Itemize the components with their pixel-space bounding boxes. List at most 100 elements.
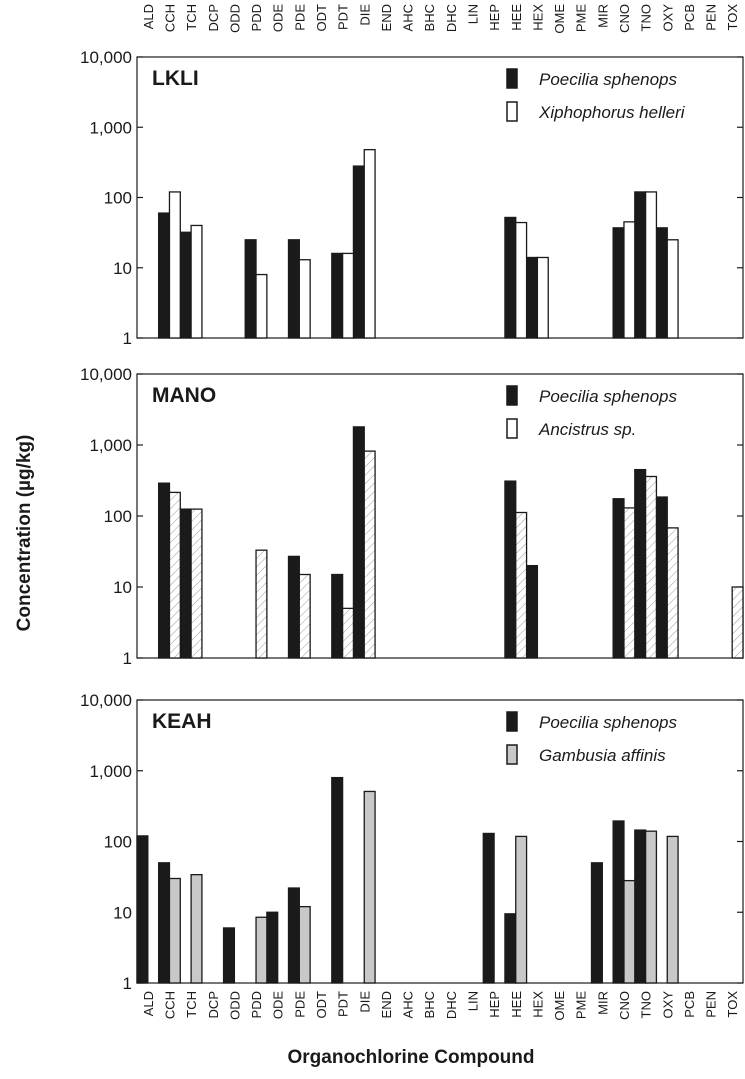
legend-swatch — [506, 418, 518, 439]
y-tick-label: 1 — [123, 329, 132, 348]
x-tick-label-top: CNO — [617, 4, 632, 33]
legend-label: Poecilia sphenops — [539, 387, 677, 406]
bar-poecilia-sphenops-odd — [222, 927, 236, 984]
bar-gambusia-affinis-pde — [298, 905, 311, 984]
x-tick-label-top: AHC — [401, 4, 416, 31]
bar-poecilia-sphenops-cno — [612, 820, 625, 984]
x-tick-label: TCH — [184, 991, 199, 1018]
y-tick-label: 100 — [104, 833, 132, 852]
x-tick-label: CCH — [162, 991, 177, 1019]
bar-poecilia-sphenops-oxy — [655, 227, 668, 339]
bar-poecilia-sphenops-die — [352, 426, 365, 659]
bar-xiphophorus-helleri-hee — [515, 221, 528, 339]
bar-xiphophorus-helleri-tno — [644, 191, 658, 339]
bar-xiphophorus-helleri-die — [363, 148, 376, 339]
bar-xiphophorus-helleri-hex — [536, 256, 549, 339]
y-tick-label: 10 — [113, 259, 132, 278]
bar-poecilia-sphenops-hex — [525, 256, 539, 339]
bar-xiphophorus-helleri-pde — [298, 259, 311, 339]
x-tick-label-top: LIN — [465, 4, 480, 24]
x-tick-label-top: TNO — [639, 4, 654, 31]
x-tick-label-top: DCP — [206, 4, 221, 31]
y-tick-label: 1 — [123, 649, 132, 668]
x-tick-label-top: ALD — [141, 4, 156, 29]
x-tick-label: DHC — [444, 991, 459, 1019]
bar-poecilia-sphenops-die — [352, 165, 365, 339]
x-tick-label: PDE — [292, 991, 307, 1018]
x-tick-label: HEE — [509, 991, 524, 1018]
chart-layer: 1 10 100 1,000 10,000 LKLI Poecilia sphenops Xi… — [80, 4, 744, 1021]
x-tick-label-top: PME — [574, 4, 589, 33]
x-tick-label: OXY — [660, 991, 675, 1019]
x-tick-label-top: PDD — [249, 4, 264, 31]
bar-poecilia-sphenops-cch — [157, 212, 171, 339]
y-tick-label: 10,000 — [80, 691, 132, 710]
x-tick-label: TOX — [725, 991, 740, 1018]
bar-poecilia-sphenops-hep — [482, 832, 495, 984]
bar-poecilia-sphenops-hee — [504, 216, 517, 339]
x-tick-label: PDT — [336, 991, 351, 1017]
bar-ancistrus-sp--pde — [298, 573, 311, 659]
y-tick-label: 1,000 — [89, 436, 132, 455]
legend-swatch — [506, 744, 518, 765]
x-tick-label: END — [379, 991, 394, 1018]
legend-label: Poecilia sphenops — [539, 713, 677, 732]
x-tick-label: ODE — [271, 991, 286, 1020]
x-tick-label-top: ODT — [314, 4, 329, 32]
x-tick-label: PCB — [682, 991, 697, 1018]
bar-poecilia-sphenops-tch — [179, 231, 192, 339]
x-tick-label: TNO — [639, 991, 654, 1018]
y-tick-label: 100 — [104, 507, 132, 526]
y-tick-label: 1,000 — [89, 762, 132, 781]
bar-poecilia-sphenops-pdt — [331, 573, 344, 659]
y-tick-label: 10 — [113, 578, 132, 597]
x-tick-label-top: HEX — [530, 4, 545, 31]
x-tick-label-top: CCH — [162, 4, 177, 32]
x-axis-title: Organochlorine Compound — [288, 1047, 535, 1068]
legend-label: Gambusia affinis — [539, 746, 666, 765]
x-tick-label-top: TCH — [184, 4, 199, 31]
panel-title: LKLI — [152, 67, 199, 90]
x-tick-label-top: DHC — [444, 4, 459, 32]
x-tick-label-top: HEP — [487, 4, 502, 31]
bar-poecilia-sphenops-cno — [612, 498, 625, 659]
bar-poecilia-sphenops-ald — [136, 835, 149, 984]
bar-poecilia-sphenops-tno — [634, 191, 647, 339]
bar-gambusia-affinis-cno — [623, 879, 636, 984]
bar-ancistrus-sp--die — [363, 450, 376, 659]
legend-swatch — [506, 385, 518, 406]
x-tick-label-top: PDE — [292, 4, 307, 31]
legend-label: Xiphophorus helleri — [538, 103, 686, 122]
panel-title: KEAH — [152, 710, 212, 733]
x-tick-label: HEP — [487, 991, 502, 1018]
bar-poecilia-sphenops-mir — [590, 862, 603, 984]
bar-ancistrus-sp--pdd — [255, 549, 268, 659]
x-tick-label: BHC — [422, 991, 437, 1018]
bar-poecilia-sphenops-pde — [287, 555, 300, 659]
legend-label: Ancistrus sp. — [538, 420, 636, 439]
x-tick-label: HEX — [530, 991, 545, 1018]
bar-gambusia-affinis-cch — [168, 877, 181, 984]
bar-poecilia-sphenops-cch — [157, 482, 171, 659]
panel-title: MANO — [152, 384, 216, 407]
x-tick-label-top: TOX — [725, 4, 740, 31]
x-tick-label: DCP — [206, 991, 221, 1018]
bar-ancistrus-sp--tox — [731, 586, 744, 659]
bar-poecilia-sphenops-hee — [504, 913, 517, 984]
y-tick-label: 1 — [123, 974, 132, 993]
bar-poecilia-sphenops-hee — [504, 480, 517, 659]
bar-poecilia-sphenops-pde — [287, 239, 300, 339]
bar-poecilia-sphenops-cch — [157, 862, 171, 984]
bar-xiphophorus-helleri-pdd — [255, 273, 268, 339]
y-axis-title: Concentration (µg/kg) — [14, 435, 35, 632]
x-tick-label: DIE — [357, 991, 372, 1013]
bar-poecilia-sphenops-pdt — [331, 252, 344, 339]
bar-poecilia-sphenops-cno — [612, 227, 625, 339]
bar-gambusia-affinis-oxy — [666, 835, 679, 984]
x-tick-label-top: ODD — [227, 4, 242, 33]
legend-swatch — [506, 68, 518, 89]
bar-ancistrus-sp--cch — [168, 491, 181, 659]
panel-mano: 1 10 100 1,000 10,000 MANO Poecilia sphenops An… — [80, 365, 744, 668]
x-tick-label-top: PDT — [336, 4, 351, 30]
